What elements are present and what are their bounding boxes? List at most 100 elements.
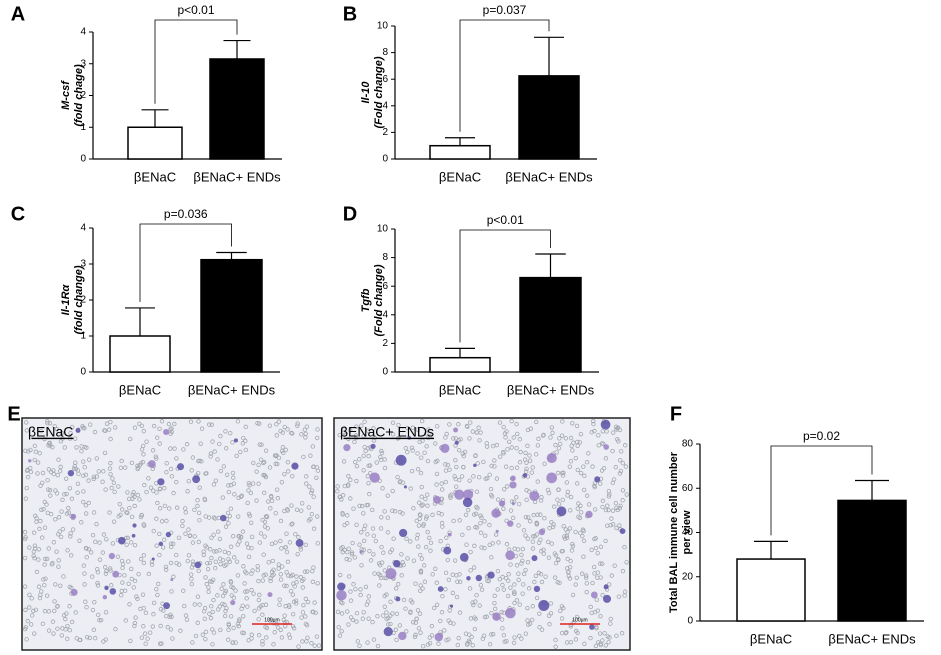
cell <box>126 581 131 587</box>
cell <box>471 512 477 517</box>
cell <box>42 436 47 442</box>
cell <box>434 580 439 585</box>
cell <box>400 511 405 516</box>
cell <box>610 448 615 454</box>
cell <box>418 470 424 476</box>
cell <box>33 513 38 519</box>
cell <box>92 429 98 435</box>
cell <box>160 545 166 550</box>
cell <box>68 531 73 536</box>
cell <box>527 621 533 626</box>
cell <box>309 490 314 496</box>
cell <box>240 603 245 608</box>
y-axis-label-line: per view <box>681 510 693 554</box>
cell <box>525 560 531 565</box>
cell <box>566 569 571 575</box>
cell <box>488 632 494 637</box>
cell <box>485 578 490 584</box>
cell <box>206 589 211 594</box>
cell <box>143 610 149 616</box>
cell <box>366 428 371 433</box>
cell <box>255 420 260 426</box>
cell <box>205 561 210 566</box>
cell <box>413 620 418 625</box>
immune-cell <box>603 584 609 590</box>
cell <box>523 631 529 636</box>
cell <box>301 602 306 608</box>
cell <box>168 466 174 472</box>
cell <box>185 558 190 564</box>
cell <box>137 497 142 502</box>
cell <box>620 568 626 574</box>
cell <box>573 455 579 461</box>
cell <box>311 464 316 469</box>
cell <box>373 538 379 544</box>
cell <box>24 485 29 491</box>
cell <box>36 584 42 589</box>
cell <box>197 458 202 464</box>
cell <box>280 430 285 435</box>
cell <box>473 453 478 459</box>
cell <box>492 593 497 599</box>
cell <box>380 486 385 491</box>
cell <box>195 498 200 503</box>
immune-cell <box>590 591 598 599</box>
cell <box>69 619 75 625</box>
cell <box>381 550 386 555</box>
cell <box>37 526 42 532</box>
cell <box>246 488 251 493</box>
cell <box>428 540 434 546</box>
immune-cell <box>395 596 401 602</box>
cell <box>90 607 96 613</box>
cell <box>188 419 194 424</box>
cell <box>192 507 197 513</box>
cell <box>238 534 244 539</box>
cell <box>235 573 241 578</box>
immune-cell <box>522 473 528 478</box>
cell <box>289 522 294 527</box>
cell <box>260 639 265 644</box>
cell <box>81 563 87 568</box>
cell <box>262 534 267 539</box>
cell <box>53 582 58 587</box>
immune-cell <box>132 523 137 528</box>
cell <box>46 443 51 448</box>
cell <box>260 642 265 647</box>
cell <box>243 589 248 594</box>
cell <box>396 422 401 428</box>
cell <box>451 518 456 524</box>
cell <box>603 456 609 461</box>
cell <box>151 612 156 617</box>
cell <box>428 548 433 553</box>
immune-cell <box>343 443 351 452</box>
immune-cell <box>466 576 471 581</box>
cell <box>67 486 73 491</box>
cell <box>118 512 123 518</box>
cell <box>261 460 266 466</box>
cell <box>32 543 38 548</box>
immune-cell <box>337 582 346 591</box>
cell <box>159 519 165 524</box>
cell <box>551 504 557 509</box>
cell <box>461 464 466 470</box>
cell <box>261 552 266 557</box>
cell <box>420 438 425 443</box>
cell <box>367 491 372 497</box>
cell <box>523 567 528 573</box>
cell <box>379 544 384 550</box>
cell <box>401 562 406 568</box>
cell <box>601 465 607 471</box>
cell <box>357 503 362 509</box>
cell <box>382 457 387 462</box>
cell <box>433 459 439 465</box>
cell <box>357 542 362 547</box>
immune-cell <box>509 481 517 489</box>
cell <box>135 463 140 469</box>
cell <box>341 459 347 464</box>
cell <box>38 428 44 434</box>
cell <box>487 642 493 647</box>
bar <box>736 558 806 622</box>
cell <box>289 503 294 508</box>
cell <box>605 503 610 508</box>
cell <box>442 628 447 633</box>
